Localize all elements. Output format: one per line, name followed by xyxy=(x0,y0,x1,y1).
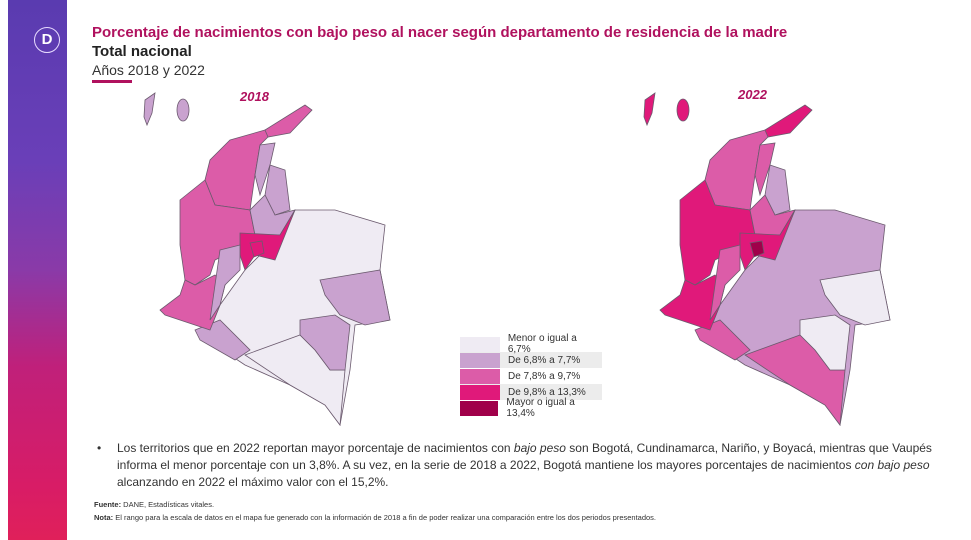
region-guainia xyxy=(819,269,891,326)
region-huila xyxy=(209,244,241,321)
map-year-2022: 2022 xyxy=(738,87,767,102)
region-islands xyxy=(143,92,156,127)
region-cesar xyxy=(254,142,276,197)
region-guajira xyxy=(764,104,813,138)
map-2022 xyxy=(640,85,910,430)
region-norte_santander xyxy=(764,164,791,216)
region-islands xyxy=(176,98,190,122)
source-note: Fuente: DANE, Estadísticas vitales. xyxy=(94,500,215,509)
region-pacifico xyxy=(159,274,226,331)
method-note: Nota: El rango para la escala de datos e… xyxy=(94,513,657,522)
title-underline xyxy=(92,80,132,83)
page-title: Porcentaje de nacimientos con bajo peso … xyxy=(92,24,788,41)
page-subtitle: Total nacional xyxy=(92,43,192,60)
region-vaupes xyxy=(799,314,851,371)
years-label: Años 2018 y 2022 xyxy=(92,62,205,78)
legend-item: De 9,8% a 13,3% xyxy=(460,384,602,400)
choropleth-map xyxy=(143,92,391,427)
legend-item: Menor o igual a 6,7% xyxy=(460,333,602,355)
map-year-2018: 2018 xyxy=(240,89,269,104)
map-legend: Menor o igual a 6,7% De 6,8% a 7,7% De 7… xyxy=(460,333,602,419)
region-pacifico xyxy=(659,274,726,331)
decorative-side-banner: D xyxy=(8,0,67,540)
region-norte_santander xyxy=(264,164,291,216)
legend-item: De 7,8% a 9,7% xyxy=(460,368,602,384)
map-2018 xyxy=(140,85,410,430)
region-guajira xyxy=(264,104,313,138)
summary-bullet: • Los territorios que en 2022 reportan m… xyxy=(97,441,932,489)
legend-item: De 6,8% a 7,7% xyxy=(460,352,602,368)
legend-item: Mayor o igual a 13,4% xyxy=(460,397,602,419)
region-islands xyxy=(676,98,690,122)
region-cesar xyxy=(754,142,776,197)
region-islands xyxy=(643,92,656,127)
region-guainia xyxy=(319,269,391,326)
choropleth-map xyxy=(643,92,891,427)
region-bogota xyxy=(749,240,765,258)
dane-logo: D xyxy=(34,27,60,53)
region-vaupes xyxy=(299,314,351,371)
region-huila xyxy=(709,244,741,321)
region-bogota xyxy=(249,240,265,258)
